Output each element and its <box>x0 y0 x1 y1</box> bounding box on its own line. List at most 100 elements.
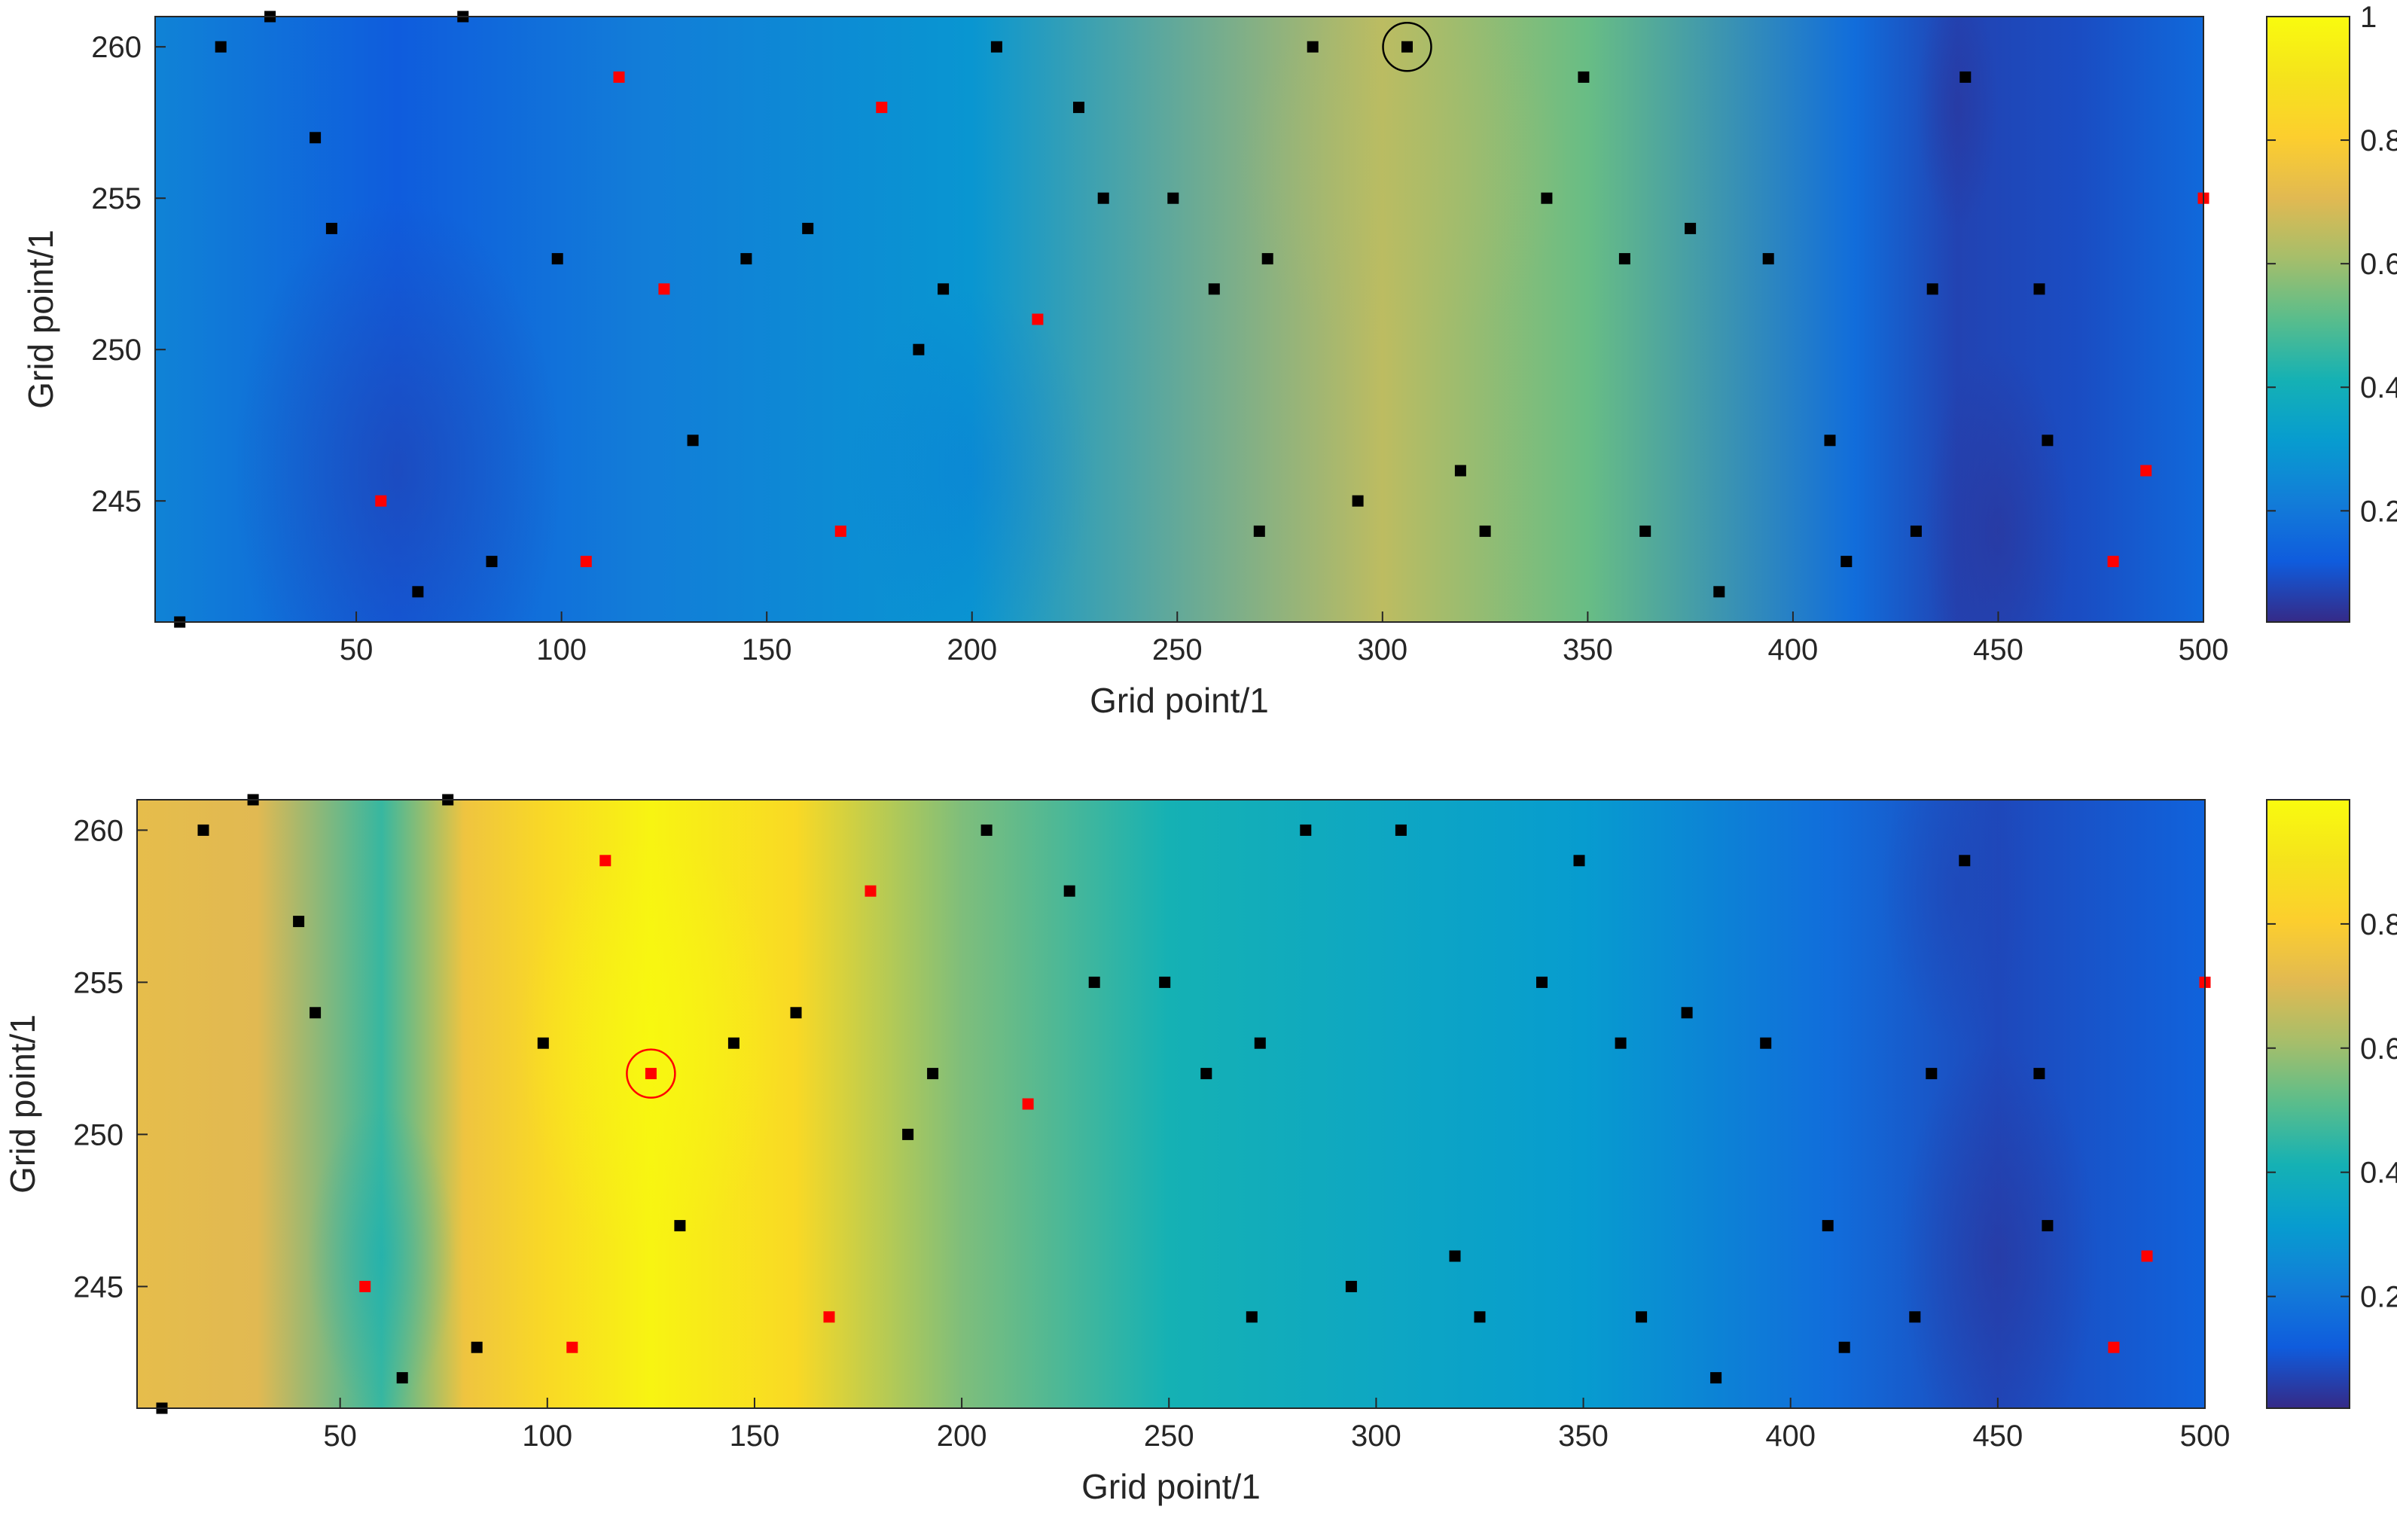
sample-point-black <box>1088 976 1100 988</box>
x-tick-label: 500 <box>2179 633 2229 666</box>
x-tick-label: 250 <box>1144 1420 1194 1453</box>
sample-point-black <box>1208 283 1220 295</box>
colorbar-tick-label: 0.6 <box>2360 248 2397 281</box>
sample-point-black <box>1454 465 1466 477</box>
x-tick-label: 250 <box>1152 633 1203 666</box>
sample-point-black <box>1401 41 1413 53</box>
colorbar-bottom <box>2266 799 2350 1409</box>
x-tick-label: 350 <box>1558 1420 1609 1453</box>
sample-point-black <box>1760 1037 1772 1049</box>
sample-point-black <box>1479 525 1491 537</box>
sample-point-black <box>310 1007 322 1019</box>
x-ticks-top: 50 100 150 200 250 300 350 400 450 500 <box>340 611 2229 666</box>
sample-point-black <box>1840 556 1853 568</box>
heatmap-panel-top: 50 100 150 200 250 300 350 400 450 500 2452502552… <box>21 1 2397 720</box>
heatmap-lobe <box>518 830 784 1256</box>
y-axis-label-top: Grid point/1 <box>21 230 60 409</box>
sample-point-red <box>865 885 877 897</box>
sample-point-black <box>802 222 814 234</box>
sample-point-black <box>1536 976 1548 988</box>
sample-point-black <box>1449 1250 1461 1262</box>
sample-point-black <box>396 1372 408 1384</box>
colorbar-tick-label: 0.4 <box>2360 371 2397 404</box>
sample-point-black <box>1959 71 1972 83</box>
sample-point-black <box>2042 1220 2054 1232</box>
colorbar-tick-label: 0.6 <box>2360 1032 2397 1066</box>
y-tick-label: 250 <box>73 1118 124 1151</box>
sample-point-black <box>1254 1037 1266 1049</box>
sample-point-black <box>1909 1311 1921 1323</box>
sample-point-black <box>1261 253 1273 265</box>
sample-point-red <box>823 1311 835 1323</box>
x-tick-label: 350 <box>1563 633 1613 666</box>
y-tick-label: 255 <box>91 182 142 215</box>
sample-point-black <box>740 253 752 265</box>
colorbar-tick-label: 1 <box>2360 1 2377 34</box>
colorbar-tick-label: 0.2 <box>2360 1281 2397 1314</box>
x-tick-label: 100 <box>536 633 587 666</box>
sample-point-black <box>325 222 337 234</box>
sample-point-black <box>913 343 925 355</box>
sample-point-red <box>375 495 387 507</box>
sample-point-black <box>293 916 305 928</box>
sample-point-red <box>876 102 888 114</box>
y-tick-label: 260 <box>91 31 142 64</box>
sample-point-black <box>1824 435 1836 447</box>
sample-point-black <box>727 1037 740 1049</box>
heatmap-lobe <box>1898 1043 2097 1408</box>
sample-point-black <box>197 824 209 836</box>
colorbar-tick-label: 0.2 <box>2360 495 2397 528</box>
sample-point-black <box>1685 222 1697 234</box>
x-tick-label: 50 <box>323 1420 357 1453</box>
heatmap-lobe <box>1916 17 1999 229</box>
sample-point-black <box>1200 1068 1212 1080</box>
y-tick-label: 245 <box>73 1270 124 1304</box>
plot-frame-bottom <box>136 799 2206 1409</box>
highlight-circle <box>1382 21 1432 72</box>
colorbar-tick-label: 0.8 <box>2360 124 2397 157</box>
sample-points-top <box>174 11 2209 628</box>
y-tick-label: 255 <box>73 966 124 999</box>
sample-point-black <box>1910 525 1922 537</box>
sample-point-black <box>1926 1068 1938 1080</box>
y-tick-label: 260 <box>73 814 124 847</box>
sample-point-black <box>486 556 498 568</box>
colorbar-top <box>2266 16 2350 623</box>
sample-point-black <box>1345 1280 1357 1292</box>
sample-point-black <box>1307 41 1319 53</box>
sample-point-black <box>2033 283 2045 295</box>
sample-point-red <box>613 71 625 83</box>
y-tick-label: 250 <box>91 334 142 367</box>
sample-point-red <box>658 283 670 295</box>
x-tick-label: 50 <box>340 633 374 666</box>
y-axis-label-bottom: Grid point/1 <box>3 1014 42 1194</box>
x-tick-label: 400 <box>1765 1420 1816 1453</box>
heatmap-lobe <box>1881 800 2031 1044</box>
sample-points-bottom <box>156 794 2211 1414</box>
x-tick-label: 150 <box>730 1420 780 1453</box>
sample-point-black <box>1253 525 1265 537</box>
sample-point-black <box>1300 824 1312 836</box>
sample-point-red <box>834 525 846 537</box>
x-tick-label: 100 <box>522 1420 572 1453</box>
sample-point-red <box>2107 556 2119 568</box>
sample-point-black <box>215 41 227 53</box>
heatmap-lobe <box>849 288 1096 622</box>
y-tick-label: 245 <box>91 485 142 518</box>
x-tick-label: 500 <box>2180 1420 2231 1453</box>
sample-point-black <box>1246 1311 1258 1323</box>
x-axis-label-bottom: Grid point/1 <box>1081 1467 1261 1506</box>
sample-point-black <box>790 1007 802 1019</box>
colorbar-ticks-top: 0.2 0.4 0.6 0.8 1 <box>2267 1 2397 528</box>
x-tick-label: 400 <box>1768 633 1819 666</box>
sample-point-black <box>412 586 424 598</box>
heatmap-lobe <box>233 198 562 622</box>
sample-point-red <box>580 556 592 568</box>
heatmap-lobes-bottom <box>306 800 2097 1408</box>
heatmap-lobes-top <box>233 17 2072 622</box>
sample-point-black <box>927 1068 939 1080</box>
heatmap-panel-bottom: 50 100 150 200 250 300 350 400 450 500 2452502552… <box>3 794 2397 1506</box>
x-axis-label-top: Grid point/1 <box>1090 681 1269 720</box>
heatmap-field-bottom <box>137 800 2205 1408</box>
sample-point-black <box>938 283 950 295</box>
